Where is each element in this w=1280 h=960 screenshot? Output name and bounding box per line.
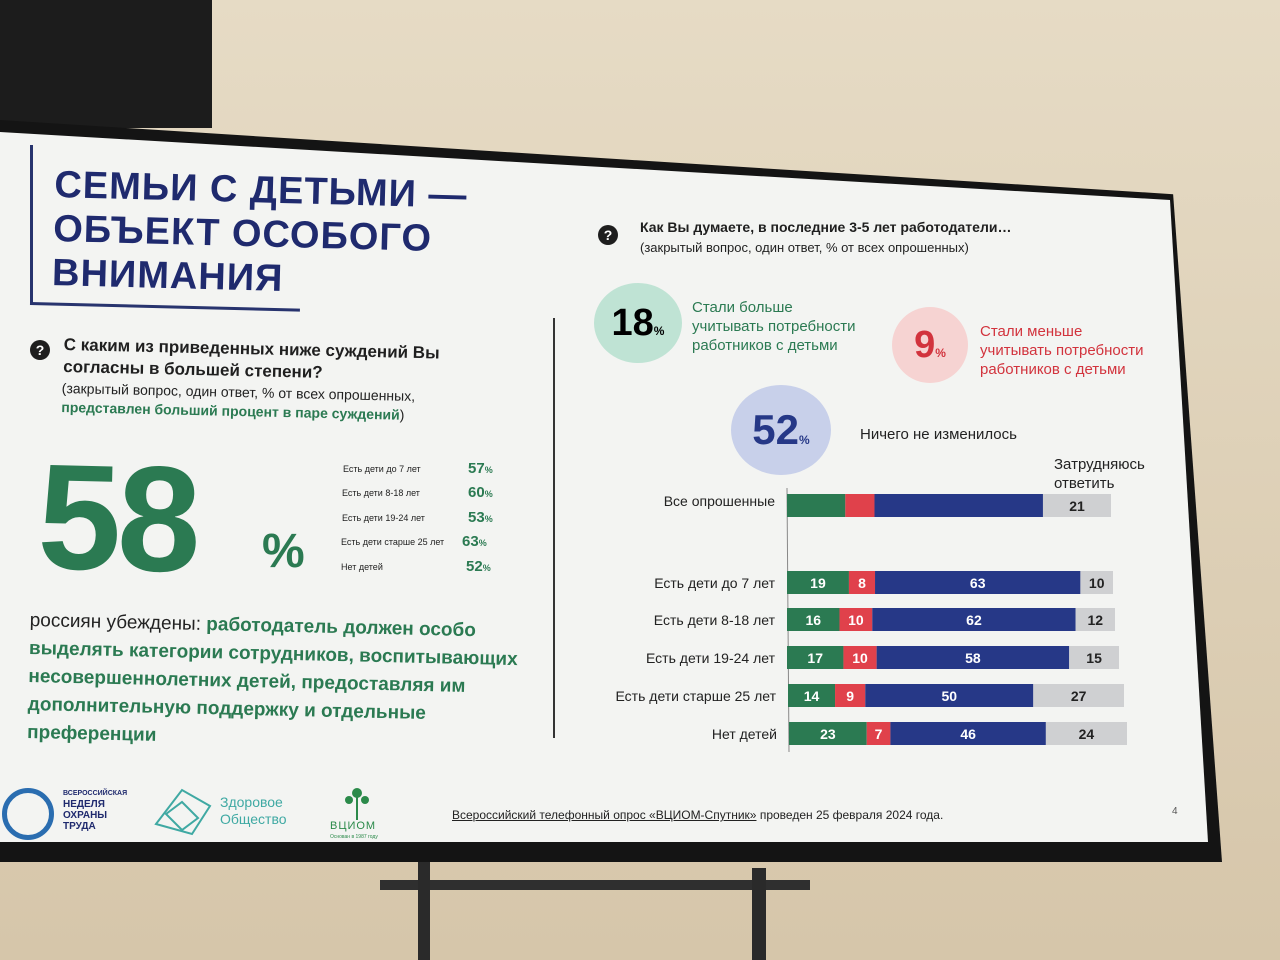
healthy-society-logo-icon [154,788,212,836]
circle-more-label: Стали больше учитывать потребности работ… [692,299,856,354]
group-label-2: Есть дети 8-18 лет [342,488,420,498]
tv-stand-bar [380,880,810,890]
bar-segment [874,494,1043,517]
bar-segment [788,684,836,707]
title-frame-vertical [30,145,33,305]
question-icon-left: ? [30,340,50,360]
group-label-1: Есть дети до 7 лет [343,464,421,474]
circle-nochange-value: 52 [752,406,800,453]
vciom-logo-tagline: Основан в 1987 году [330,834,378,840]
bar-segment [875,571,1081,594]
bar-segment [787,571,849,594]
data-label: 15 [1086,650,1102,666]
group-label-5: Нет детей [341,562,383,572]
footer-source: Всероссийский телефонный опрос «ВЦИОМ-Сп… [452,808,944,822]
category-label: Есть дети старше 25 лет [616,688,777,704]
group-value-1: 57% [468,460,493,477]
healthy-society-logo-text: Здоровое Общество [220,794,287,827]
tv-stand-leg-left [418,860,430,960]
bar-segment [872,608,1076,631]
data-label: 12 [1088,612,1104,628]
category-label: Все опрошенные [664,493,775,509]
bar-segment [1069,646,1119,669]
bar-segment [839,608,873,631]
bar-segment [843,646,877,669]
circle-nochange-label: Ничего не изменилось [860,426,1017,443]
bar-segment [787,494,846,517]
page-number: 4 [1172,806,1178,817]
bar-segment [1075,608,1115,631]
circle-more: 18% [594,283,682,363]
data-label: 7 [875,726,883,742]
data-label: 46 [960,726,976,742]
right-question: Как Вы думаете, в последние 3-5 лет рабо… [640,219,1012,235]
bar-segment [1033,684,1124,707]
bar-segment [787,608,840,631]
data-label: 16 [805,612,821,628]
data-label: 63 [970,575,986,591]
vciom-logo-text: ВЦИОМ [330,820,377,832]
bar-segment [789,722,867,745]
data-label: 10 [848,612,864,628]
circle-less-label: Стали меньше учитывать потребности работ… [980,323,1144,378]
footer-source-link[interactable]: Всероссийский телефонный опрос «ВЦИОМ-Сп… [452,808,757,822]
vciom-tree-icon [345,788,369,820]
bar-segment [787,646,844,669]
week-logo-text: ВСЕРОССИЙСКАЯ НЕДЕЛЯ ОХРАНЫ ТРУДА [63,790,128,832]
circle-more-value: 18 [611,302,654,344]
data-label: 10 [852,650,868,666]
data-label: 24 [1079,726,1095,742]
bar-segment [848,571,876,594]
bar-segment [865,684,1034,707]
circle-less-value: 9 [914,324,936,366]
data-label: 27 [1071,688,1087,704]
data-label: 9 [846,688,854,704]
group-value-5: 52% [466,558,491,575]
big-percent-unit: % [262,525,305,578]
category-label: Есть дети 8-18 лет [654,612,776,628]
data-label: 23 [820,726,836,742]
bar-segment [876,646,1070,669]
tv-stand-leg-right [752,868,766,960]
group-label-4: Есть дети старше 25 лет [341,537,445,547]
bar-segment [845,494,875,517]
data-label: 21 [1069,498,1085,514]
bar-segment [1080,571,1113,594]
category-label: Есть дети 19-24 лет [646,650,776,666]
data-label: 17 [807,650,823,666]
dont-know-label: Затрудняюсь ответить [1054,456,1145,492]
data-label: 19 [810,575,826,591]
bar-segment [1042,494,1111,517]
circle-nochange: 52% [731,385,831,475]
group-value-4: 63% [462,533,487,550]
dark-pillar [0,0,212,128]
data-label: 10 [1089,575,1105,591]
data-label: 50 [941,688,957,704]
category-label: Нет детей [712,726,777,742]
circle-less: 9% [892,307,968,383]
column-divider [553,318,555,738]
data-label: 14 [804,688,820,704]
bar-segment [1045,722,1127,745]
bar-segment [866,722,891,745]
right-note: (закрытый вопрос, один ответ, % от всех … [640,240,969,255]
category-label: Есть дети до 7 лет [654,575,775,591]
group-label-3: Есть дети 19-24 лет [342,513,425,523]
group-value-3: 53% [468,509,493,526]
question-icon-right: ? [598,225,618,245]
bar-segment [890,722,1046,745]
bar-segment [835,684,866,707]
data-label: 62 [966,612,982,628]
week-logo-icon [2,788,54,840]
data-label: 58 [965,650,981,666]
group-value-2: 60% [468,484,493,501]
data-label: 8 [858,575,866,591]
